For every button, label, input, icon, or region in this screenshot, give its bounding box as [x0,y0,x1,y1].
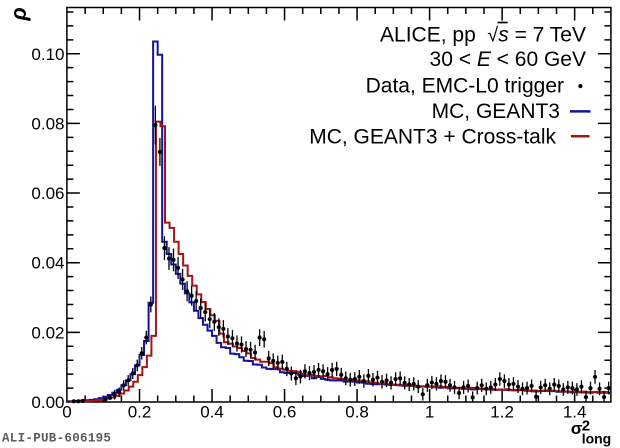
svg-text:0.10: 0.10 [31,45,64,64]
svg-text:long: long [582,430,612,446]
svg-text:1: 1 [425,403,434,422]
svg-text:0.6: 0.6 [273,403,297,422]
svg-text:0.04: 0.04 [31,254,64,273]
svg-text:0.06: 0.06 [31,184,64,203]
svg-text:MC, GEANT3: MC, GEANT3 [432,100,560,123]
svg-text:ALI-PUB-606195: ALI-PUB-606195 [2,432,111,446]
svg-text:MC, GEANT3 + Cross-talk: MC, GEANT3 + Cross-talk [309,126,556,149]
svg-text:0.8: 0.8 [345,403,369,422]
svg-text:2: 2 [582,418,590,435]
svg-text:Data, EMC-L0 trigger: Data, EMC-L0 trigger [366,75,564,98]
svg-text:1.2: 1.2 [490,403,514,422]
svg-text:ALICE, pp √s = 7 TeV: ALICE, pp √s = 7 TeV [380,24,586,47]
svg-text:σ: σ [571,419,583,438]
svg-text:0.02: 0.02 [31,323,64,342]
svg-text:1.4: 1.4 [563,403,587,422]
svg-text:0.4: 0.4 [200,403,224,422]
svg-text:ρ: ρ [6,7,31,21]
svg-text:30 < E < 60 GeV: 30 < E < 60 GeV [430,48,586,71]
svg-text:0.08: 0.08 [31,114,64,133]
svg-text:0.00: 0.00 [31,393,64,412]
svg-text:0.2: 0.2 [128,403,152,422]
svg-text:0: 0 [62,403,71,422]
